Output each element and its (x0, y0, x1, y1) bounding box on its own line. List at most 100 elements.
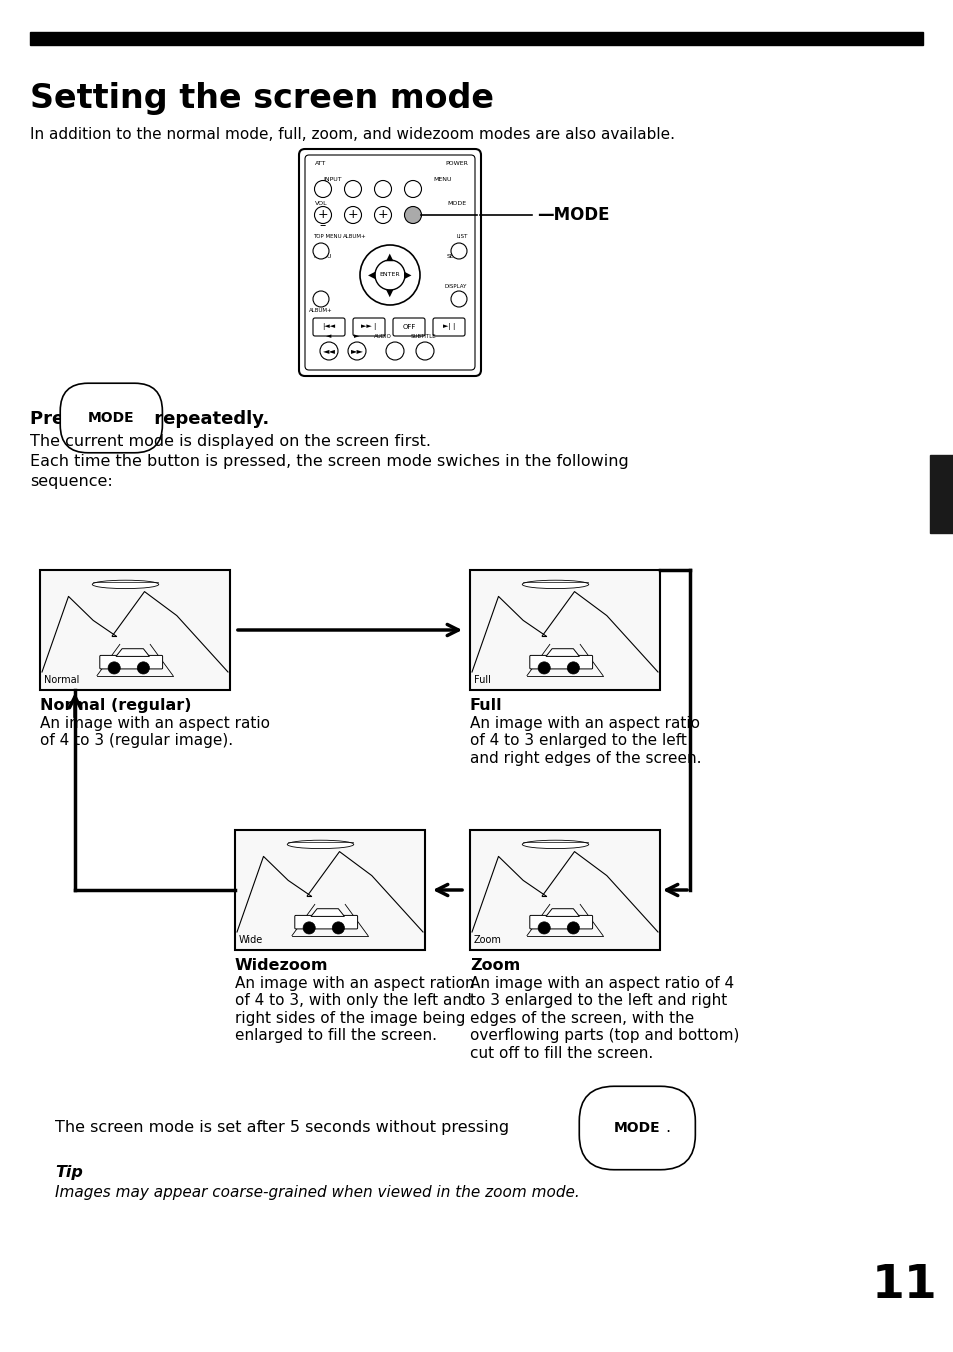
Text: ▶: ▶ (404, 270, 412, 280)
Circle shape (375, 260, 405, 289)
Circle shape (359, 245, 419, 306)
Circle shape (108, 662, 120, 675)
Text: Full: Full (474, 675, 491, 685)
Text: An image with an aspect ratio of 4
to 3 enlarged to the left and right
edges of : An image with an aspect ratio of 4 to 3 … (470, 976, 739, 1060)
Text: The screen mode is set after 5 seconds without pressing: The screen mode is set after 5 seconds w… (55, 1119, 514, 1134)
Text: –: – (319, 219, 326, 233)
Text: repeatedly.: repeatedly. (148, 410, 269, 429)
Text: The current mode is displayed on the screen first.: The current mode is displayed on the scr… (30, 434, 431, 449)
Circle shape (314, 207, 331, 223)
Circle shape (137, 662, 150, 675)
Circle shape (451, 243, 467, 260)
Circle shape (332, 922, 344, 934)
Text: Zoom: Zoom (470, 959, 519, 973)
Text: ATT: ATT (314, 161, 326, 166)
Text: In addition to the normal mode, full, zoom, and widezoom modes are also availabl: In addition to the normal mode, full, zo… (30, 127, 675, 142)
FancyBboxPatch shape (529, 656, 592, 669)
Text: TOP MENU: TOP MENU (313, 234, 341, 239)
Text: ►| |: ►| | (442, 323, 455, 330)
Bar (40, 571, 64, 690)
Text: Normal: Normal (44, 675, 79, 685)
Bar (30, 32, 923, 45)
Ellipse shape (92, 580, 158, 588)
Text: +: + (347, 208, 358, 222)
Polygon shape (545, 909, 578, 917)
Bar (234, 830, 424, 950)
Circle shape (404, 181, 421, 197)
Polygon shape (311, 909, 344, 917)
Bar (470, 830, 659, 950)
Text: OFF: OFF (402, 324, 416, 330)
FancyBboxPatch shape (100, 656, 162, 669)
Text: |◄◄: |◄◄ (322, 323, 335, 330)
Text: AUDIO: AUDIO (374, 334, 392, 339)
Text: MODE: MODE (88, 411, 134, 425)
Text: 11: 11 (871, 1263, 937, 1307)
Circle shape (344, 181, 361, 197)
FancyBboxPatch shape (298, 149, 480, 376)
Circle shape (303, 922, 314, 934)
Text: +: + (317, 208, 328, 222)
Circle shape (313, 243, 329, 260)
Bar (234, 830, 424, 950)
Text: Zoom: Zoom (474, 936, 501, 945)
Text: ►: ► (354, 333, 359, 339)
Text: MENU: MENU (313, 254, 331, 260)
Bar (470, 571, 659, 690)
Bar (206, 571, 230, 690)
Text: Full: Full (470, 698, 502, 713)
Text: ALBUM+: ALBUM+ (309, 308, 333, 314)
Text: Wide: Wide (239, 936, 263, 945)
Text: ►► |: ►► | (361, 323, 376, 330)
Text: ◄◄: ◄◄ (322, 346, 335, 356)
Text: SETUP: SETUP (447, 254, 466, 260)
Circle shape (348, 342, 366, 360)
Text: +: + (377, 208, 388, 222)
Circle shape (344, 207, 361, 223)
Ellipse shape (521, 840, 588, 849)
Text: .: . (664, 1119, 669, 1134)
Text: INPUT: INPUT (323, 177, 342, 183)
FancyBboxPatch shape (353, 318, 385, 337)
Bar (471, 831, 659, 949)
Circle shape (314, 181, 331, 197)
Bar (40, 571, 230, 690)
Text: LIST: LIST (456, 234, 468, 239)
Text: ►►: ►► (350, 346, 363, 356)
FancyBboxPatch shape (313, 318, 345, 337)
Text: Setting the screen mode: Setting the screen mode (30, 82, 494, 115)
Circle shape (537, 662, 550, 675)
Polygon shape (116, 649, 150, 657)
Bar (41, 571, 229, 690)
Circle shape (567, 922, 578, 934)
Text: Images may appear coarse-grained when viewed in the zoom mode.: Images may appear coarse-grained when vi… (55, 1184, 579, 1201)
FancyBboxPatch shape (529, 915, 592, 929)
Text: —MODE: —MODE (537, 206, 609, 224)
Text: ENTER: ENTER (379, 273, 400, 277)
Text: SUBTITLE: SUBTITLE (410, 334, 436, 339)
Text: ◄: ◄ (326, 333, 332, 339)
Circle shape (386, 342, 403, 360)
Circle shape (375, 181, 391, 197)
Circle shape (319, 342, 337, 360)
Circle shape (537, 922, 550, 934)
Text: ◀: ◀ (368, 270, 375, 280)
Text: Tip: Tip (55, 1165, 83, 1180)
Text: ALBUM+: ALBUM+ (343, 234, 367, 239)
Text: POWER: POWER (444, 161, 467, 166)
Ellipse shape (287, 840, 354, 849)
Bar (40, 571, 230, 690)
Ellipse shape (521, 580, 588, 588)
Bar (929, 456, 953, 533)
Text: Press: Press (30, 410, 91, 429)
Text: Widezoom: Widezoom (234, 959, 328, 973)
Text: MENU: MENU (434, 177, 452, 183)
Circle shape (567, 662, 578, 675)
Bar (471, 571, 659, 690)
Text: An image with an aspect ratio
of 4 to 3 (regular image).: An image with an aspect ratio of 4 to 3 … (40, 717, 270, 749)
FancyBboxPatch shape (393, 318, 424, 337)
Bar (235, 831, 423, 949)
Text: MODE: MODE (614, 1121, 659, 1134)
Text: ▲: ▲ (386, 251, 394, 262)
Text: Each time the button is pressed, the screen mode swiches in the following: Each time the button is pressed, the scr… (30, 454, 628, 469)
